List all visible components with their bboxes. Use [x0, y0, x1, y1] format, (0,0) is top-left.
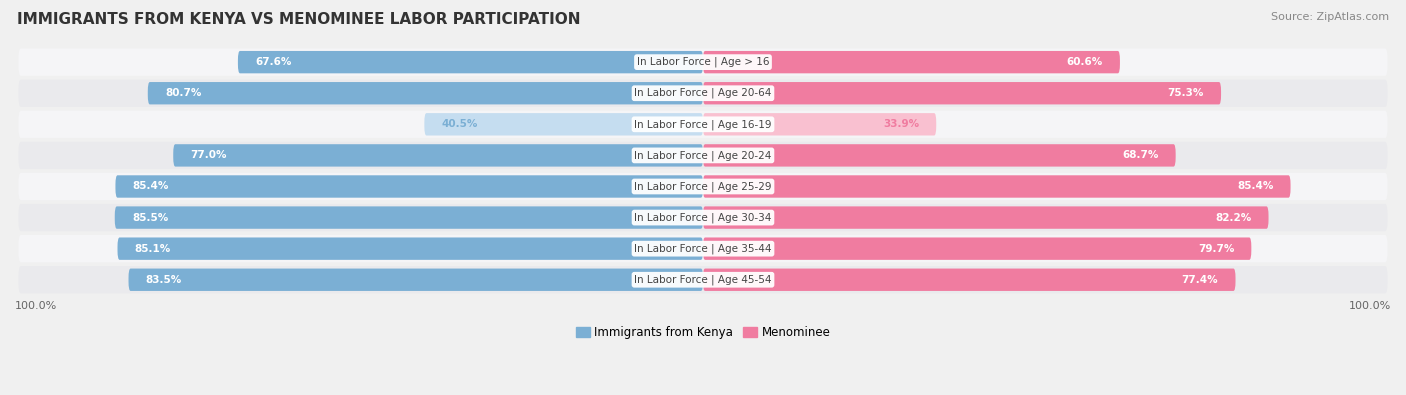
Text: IMMIGRANTS FROM KENYA VS MENOMINEE LABOR PARTICIPATION: IMMIGRANTS FROM KENYA VS MENOMINEE LABOR…: [17, 12, 581, 27]
Text: 33.9%: 33.9%: [883, 119, 920, 129]
Text: 68.7%: 68.7%: [1122, 150, 1159, 160]
FancyBboxPatch shape: [148, 82, 703, 104]
FancyBboxPatch shape: [18, 173, 1388, 200]
Text: 77.4%: 77.4%: [1181, 275, 1219, 285]
Text: In Labor Force | Age 20-24: In Labor Force | Age 20-24: [634, 150, 772, 161]
Text: In Labor Force | Age 35-44: In Labor Force | Age 35-44: [634, 243, 772, 254]
FancyBboxPatch shape: [703, 51, 1121, 73]
Text: 67.6%: 67.6%: [254, 57, 291, 67]
FancyBboxPatch shape: [115, 175, 703, 198]
FancyBboxPatch shape: [703, 206, 1268, 229]
Text: 83.5%: 83.5%: [146, 275, 181, 285]
FancyBboxPatch shape: [118, 237, 703, 260]
Text: 85.1%: 85.1%: [135, 244, 172, 254]
Text: In Labor Force | Age 25-29: In Labor Force | Age 25-29: [634, 181, 772, 192]
Text: 85.4%: 85.4%: [132, 181, 169, 192]
FancyBboxPatch shape: [703, 144, 1175, 167]
Text: 100.0%: 100.0%: [1348, 301, 1391, 311]
Text: In Labor Force | Age 45-54: In Labor Force | Age 45-54: [634, 275, 772, 285]
FancyBboxPatch shape: [173, 144, 703, 167]
FancyBboxPatch shape: [18, 204, 1388, 231]
Text: In Labor Force | Age > 16: In Labor Force | Age > 16: [637, 57, 769, 68]
FancyBboxPatch shape: [18, 111, 1388, 138]
FancyBboxPatch shape: [703, 269, 1236, 291]
FancyBboxPatch shape: [703, 113, 936, 135]
FancyBboxPatch shape: [18, 79, 1388, 107]
Text: 60.6%: 60.6%: [1067, 57, 1102, 67]
Text: 82.2%: 82.2%: [1215, 213, 1251, 222]
Text: 75.3%: 75.3%: [1167, 88, 1204, 98]
FancyBboxPatch shape: [18, 266, 1388, 293]
Legend: Immigrants from Kenya, Menominee: Immigrants from Kenya, Menominee: [571, 322, 835, 344]
Text: In Labor Force | Age 16-19: In Labor Force | Age 16-19: [634, 119, 772, 130]
FancyBboxPatch shape: [18, 235, 1388, 262]
Text: In Labor Force | Age 30-34: In Labor Force | Age 30-34: [634, 213, 772, 223]
FancyBboxPatch shape: [425, 113, 703, 135]
FancyBboxPatch shape: [18, 49, 1388, 76]
FancyBboxPatch shape: [115, 206, 703, 229]
Text: Source: ZipAtlas.com: Source: ZipAtlas.com: [1271, 12, 1389, 22]
Text: 100.0%: 100.0%: [15, 301, 58, 311]
Text: 79.7%: 79.7%: [1198, 244, 1234, 254]
FancyBboxPatch shape: [703, 175, 1291, 198]
Text: 77.0%: 77.0%: [190, 150, 226, 160]
Text: In Labor Force | Age 20-64: In Labor Force | Age 20-64: [634, 88, 772, 98]
FancyBboxPatch shape: [703, 82, 1220, 104]
Text: 80.7%: 80.7%: [165, 88, 201, 98]
FancyBboxPatch shape: [18, 142, 1388, 169]
FancyBboxPatch shape: [128, 269, 703, 291]
Text: 40.5%: 40.5%: [441, 119, 478, 129]
FancyBboxPatch shape: [703, 237, 1251, 260]
FancyBboxPatch shape: [238, 51, 703, 73]
Text: 85.4%: 85.4%: [1237, 181, 1274, 192]
Text: 85.5%: 85.5%: [132, 213, 169, 222]
